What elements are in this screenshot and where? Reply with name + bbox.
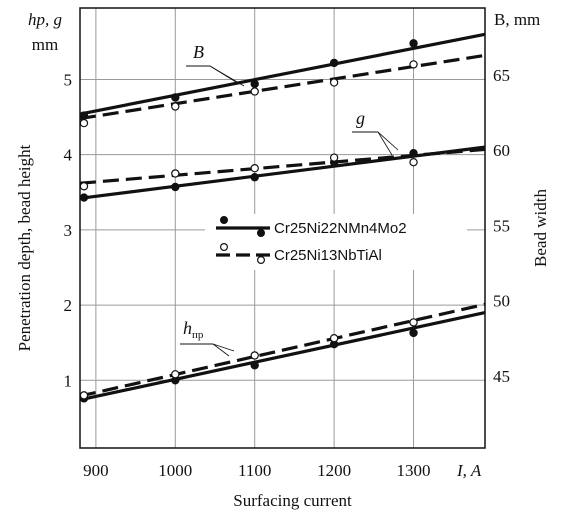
- legend-marker: [220, 243, 229, 252]
- y-left-unit: mm: [32, 35, 58, 54]
- data-point-hp: [409, 318, 418, 327]
- series-line-B: [79, 53, 486, 121]
- y-left-tick-label: 4: [64, 146, 73, 165]
- y-right-tick-label: 65: [493, 66, 510, 85]
- leader-line: [377, 131, 399, 151]
- data-point-hp: [79, 391, 89, 400]
- data-point-g: [171, 169, 180, 178]
- x-axis-label: Surfacing current: [233, 491, 352, 510]
- data-point-B: [409, 39, 418, 48]
- leader-line: [377, 131, 393, 156]
- y-right-tick-label: 55: [493, 216, 510, 235]
- x-tick-label: 1200: [317, 461, 351, 480]
- series-label-g: g: [356, 108, 365, 128]
- data-point-B: [329, 58, 339, 68]
- series-line-B: [79, 32, 486, 116]
- data-point-hp: [250, 361, 259, 370]
- y-left-tick-label: 2: [64, 296, 73, 315]
- data-point-hp: [409, 328, 418, 338]
- data-point-hp: [171, 370, 180, 379]
- y-right-tick-label: 60: [493, 141, 510, 160]
- x-tick-label: 900: [83, 461, 109, 480]
- legend-marker: [257, 256, 266, 265]
- legend: Cr25Ni22NMn4Mo2 Cr25Ni13NbTiAl: [205, 214, 467, 270]
- data-point-hp: [250, 351, 259, 360]
- x-axis-unit-label: I, A: [456, 461, 482, 480]
- series-label-B: B: [193, 42, 204, 62]
- data-point-hp: [329, 333, 339, 343]
- data-point-g: [171, 182, 180, 192]
- y-left-tick-label: 3: [64, 221, 73, 240]
- y-right-tick-label: 50: [493, 292, 510, 311]
- plot-series: [79, 32, 486, 403]
- data-point-B: [409, 60, 418, 69]
- series-line-hp: [79, 311, 486, 402]
- legend-label: Cr25Ni22NMn4Mo2: [274, 220, 407, 237]
- x-tick-label: 1100: [238, 461, 271, 480]
- data-point-B: [250, 79, 259, 89]
- data-point-g: [250, 173, 259, 182]
- series-line-hp: [79, 302, 486, 398]
- leader-line: [212, 343, 235, 352]
- series-label-hp: hпр: [183, 318, 204, 341]
- x-tick-label: 1300: [397, 461, 431, 480]
- leader-line: [209, 65, 245, 87]
- data-point-g: [79, 193, 89, 202]
- y-right-tick-label: 45: [493, 367, 510, 386]
- legend-marker: [220, 216, 229, 225]
- data-point-B: [171, 93, 180, 102]
- legend-marker: [257, 229, 266, 238]
- y-left-axis-label: Penetration depth, bead height: [15, 144, 34, 351]
- y-left-tick-label: 5: [64, 70, 73, 89]
- leader-line: [212, 343, 230, 357]
- y-right-header: B, mm: [494, 10, 540, 29]
- y-right-axis-label: Bead width: [531, 189, 550, 267]
- legend-box: [205, 214, 467, 270]
- data-point-B: [250, 87, 259, 96]
- data-point-B: [329, 78, 339, 87]
- y-left-header: hp, g: [28, 10, 62, 29]
- legend-label: Cr25Ni13NbTiAl: [274, 247, 382, 264]
- data-point-g: [250, 164, 259, 173]
- data-point-g: [409, 157, 418, 167]
- data-point-g: [79, 182, 89, 191]
- data-point-B: [171, 102, 180, 111]
- series-line-g: [79, 145, 486, 200]
- y-left-tick-label: 1: [64, 371, 73, 390]
- x-tick-label: 1000: [158, 461, 192, 480]
- data-point-B: [79, 118, 89, 128]
- plot-frame: [79, 7, 486, 449]
- data-point-g: [329, 153, 339, 162]
